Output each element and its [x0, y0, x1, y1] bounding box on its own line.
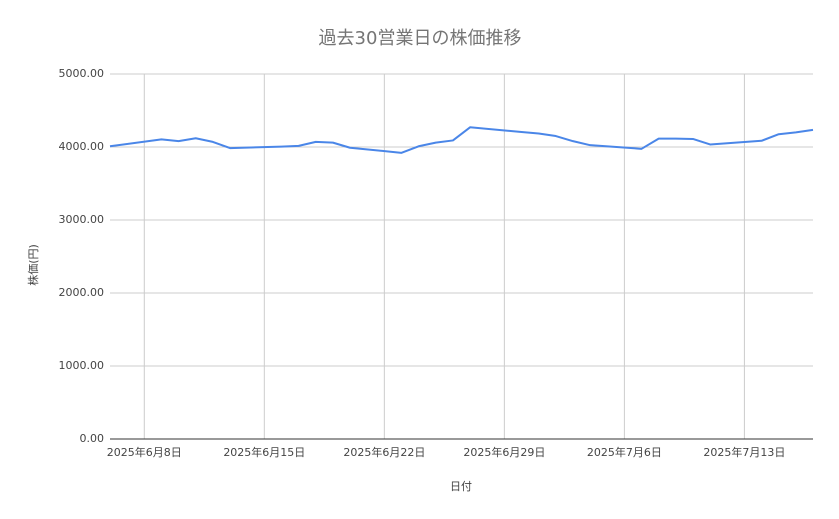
x-tick-label: 2025年6月15日 — [223, 445, 305, 459]
y-tick-label: 3000.00 — [59, 213, 105, 226]
data-line — [109, 126, 814, 154]
y-tick-label: 1000.00 — [59, 359, 105, 372]
x-tick-label: 2025年6月8日 — [107, 445, 182, 459]
x-tick-label: 2025年7月13日 — [703, 445, 785, 459]
chart-title: 過去30営業日の株価推移 — [319, 28, 522, 49]
y-tick-label: 2000.00 — [59, 286, 105, 299]
x-tick-label: 2025年6月22日 — [343, 445, 425, 459]
y-tick-label: 4000.00 — [59, 140, 105, 153]
y-tick-label: 0.00 — [80, 432, 105, 445]
x-tick-label: 2025年6月29日 — [463, 445, 545, 459]
y-tick-label: 5000.00 — [59, 67, 105, 80]
y-axis-title: 株価(円) — [26, 244, 40, 286]
x-tick-label: 2025年7月6日 — [587, 445, 662, 459]
x-axis-title: 日付 — [450, 480, 472, 493]
